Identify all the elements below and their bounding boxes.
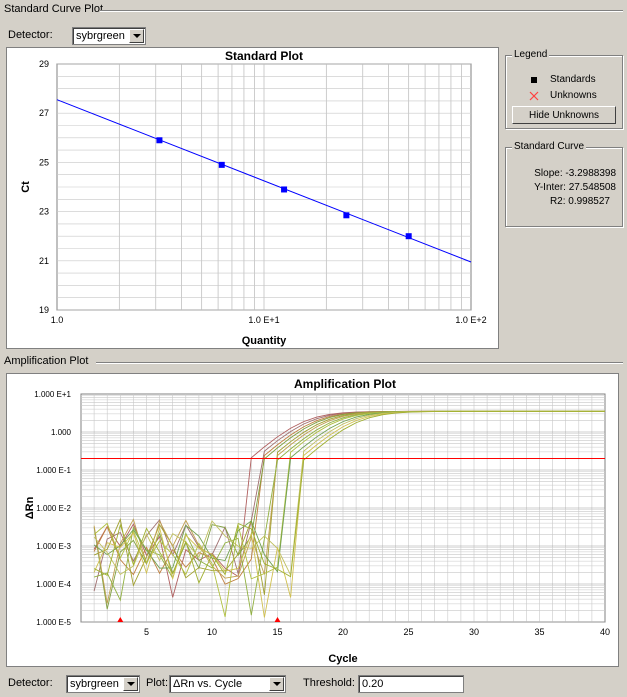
y-tick-label: 21 bbox=[39, 256, 49, 266]
chevron-down-icon[interactable] bbox=[123, 677, 138, 691]
standard-curve-title: Standard Curve bbox=[512, 141, 587, 152]
y-axis-label: ΔRn bbox=[24, 496, 36, 519]
amp-detector-label: Detector: bbox=[8, 677, 53, 689]
y-tick-label: 25 bbox=[39, 157, 49, 167]
y-tick-label: 1.000 E-5 bbox=[36, 618, 71, 627]
y-tick-label: 1.000 bbox=[51, 428, 72, 437]
standard-point bbox=[156, 137, 163, 144]
x-tick-label: 15 bbox=[272, 627, 282, 637]
standard-curve-group: Standard Curve Slope: -3.2988398 Y-Inter… bbox=[505, 141, 623, 227]
chart-title: Amplification Plot bbox=[294, 377, 396, 391]
threshold-input[interactable]: 0.20 bbox=[358, 675, 464, 693]
x-tick-label: 1.0 E+2 bbox=[455, 315, 486, 325]
x-tick-label: 5 bbox=[144, 627, 149, 637]
standard-point bbox=[405, 233, 412, 240]
threshold-label: Threshold: bbox=[303, 677, 355, 689]
x-tick-label: 25 bbox=[403, 627, 413, 637]
x-tick-label: 20 bbox=[338, 627, 348, 637]
amp-detector-select[interactable]: sybrgreen bbox=[66, 675, 140, 693]
x-tick-label: 35 bbox=[534, 627, 544, 637]
amplification-panel-divider bbox=[96, 362, 623, 364]
y-tick-label: 29 bbox=[39, 59, 49, 69]
standard-panel-title: Standard Curve Plot bbox=[4, 3, 104, 15]
y-tick-label: 23 bbox=[39, 207, 49, 217]
y-tick-label: 1.000 E-2 bbox=[36, 504, 71, 513]
standard-point bbox=[343, 212, 350, 219]
x-tick-label: 10 bbox=[207, 627, 217, 637]
standard-plot-area: 19 21 23 25 27 29 1.0 1.0 E+1 1.0 E+2 Standard Pl… bbox=[6, 47, 499, 349]
amp-detector-value: sybrgreen bbox=[70, 678, 119, 690]
chevron-down-icon[interactable] bbox=[269, 677, 284, 691]
slope-value: Slope: -3.2988398 bbox=[534, 168, 616, 179]
detector-select[interactable]: sybrgreen bbox=[72, 27, 146, 45]
y-tick-label: 1.000 E-3 bbox=[36, 542, 71, 551]
plot-type-label: Plot: bbox=[146, 677, 169, 689]
y-tick-label: 1.000 E-1 bbox=[36, 466, 71, 475]
legend-group: Legend Standards Unknowns Hide Unknowns bbox=[505, 49, 623, 129]
standard-panel-divider bbox=[100, 10, 623, 12]
chevron-down-icon[interactable] bbox=[129, 29, 144, 43]
amplification-plot-chart: 1.000 E+1 1.000 1.000 E-1 1.000 E-2 1.000 E-… bbox=[24, 377, 610, 665]
plot-type-select[interactable]: ΔRn vs. Cycle bbox=[169, 675, 286, 693]
y-tick-label: 19 bbox=[39, 305, 49, 315]
x-tick-label: 40 bbox=[600, 627, 610, 637]
standard-point bbox=[281, 186, 288, 193]
x-tick-label: 1.0 E+1 bbox=[248, 315, 279, 325]
legend-standards-label: Standards bbox=[550, 74, 596, 85]
legend-unknowns-label: Unknowns bbox=[550, 90, 597, 101]
standard-plot-chart: 19 21 23 25 27 29 1.0 1.0 E+1 1.0 E+2 Standard Pl… bbox=[20, 49, 487, 347]
y-axis-label: Ct bbox=[20, 181, 32, 193]
y-tick-label: 1.000 E-4 bbox=[36, 580, 71, 589]
cycle-marker bbox=[274, 617, 281, 622]
amplification-plot-area: 1.000 E+1 1.000 1.000 E-1 1.000 E-2 1.000 E-… bbox=[6, 373, 619, 667]
amplification-panel-title: Amplification Plot bbox=[4, 355, 89, 367]
detector-select-value: sybrgreen bbox=[76, 30, 125, 42]
y-tick-label: 1.000 E+1 bbox=[34, 390, 71, 399]
x-tick-label: 1.0 bbox=[51, 315, 64, 325]
plot-type-value: ΔRn vs. Cycle bbox=[173, 678, 243, 690]
unknowns-marker-icon bbox=[529, 91, 539, 101]
fit-line bbox=[56, 99, 472, 263]
chart-title: Standard Plot bbox=[225, 49, 303, 63]
x-axis-label: Cycle bbox=[328, 653, 357, 665]
amplification-curve bbox=[93, 410, 606, 585]
x-axis-label: Quantity bbox=[242, 335, 287, 347]
r2-value: R2: 0.998527 bbox=[549, 196, 610, 207]
cycle-marker bbox=[117, 617, 124, 622]
detector-label: Detector: bbox=[8, 29, 53, 41]
intercept-value: Y-Inter: 27.548508 bbox=[534, 182, 616, 193]
x-tick-label: 30 bbox=[469, 627, 479, 637]
standards-marker-icon bbox=[531, 77, 537, 83]
legend-title: Legend bbox=[512, 49, 550, 60]
y-tick-label: 27 bbox=[39, 108, 49, 118]
hide-unknowns-button[interactable]: Hide Unknowns bbox=[512, 106, 616, 124]
standard-point bbox=[218, 161, 225, 168]
